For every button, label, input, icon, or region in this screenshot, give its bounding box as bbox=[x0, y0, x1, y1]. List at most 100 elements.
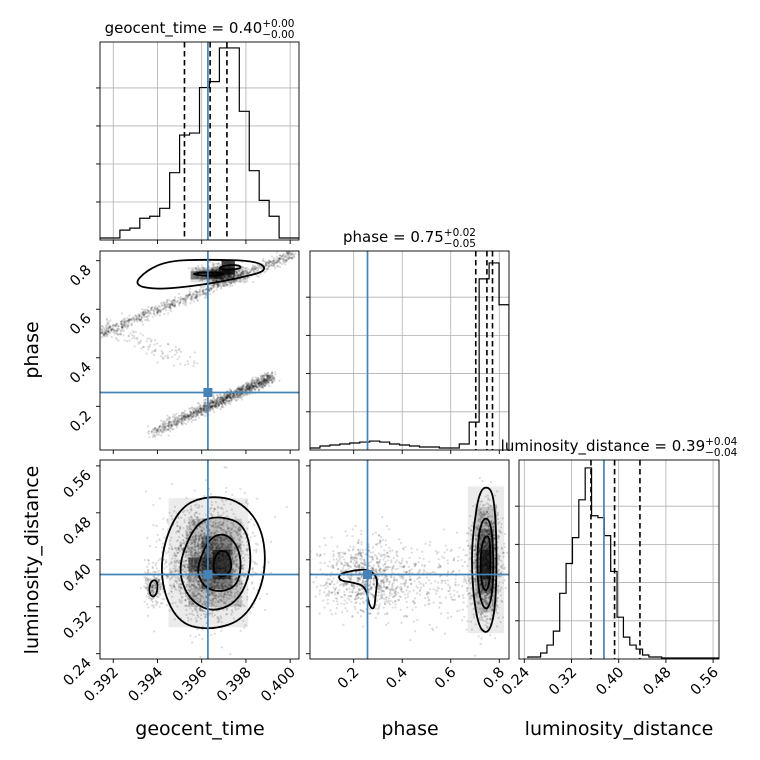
sample-point bbox=[252, 606, 255, 609]
sample-point bbox=[231, 284, 234, 287]
sample-point bbox=[200, 540, 203, 543]
sample-point bbox=[253, 381, 257, 384]
sample-point bbox=[121, 320, 124, 323]
sample-point bbox=[187, 578, 190, 582]
sample-point bbox=[151, 306, 154, 309]
sample-point bbox=[226, 396, 229, 399]
sample-point bbox=[200, 286, 203, 289]
sample-point bbox=[186, 588, 189, 591]
sample-point bbox=[124, 321, 128, 324]
sample-point bbox=[182, 420, 185, 423]
sample-point bbox=[234, 529, 237, 532]
sample-point bbox=[209, 545, 212, 548]
sample-point bbox=[176, 419, 180, 422]
sample-point bbox=[165, 565, 168, 568]
sample-point bbox=[218, 397, 222, 401]
sample-point bbox=[152, 503, 155, 507]
sample-point bbox=[238, 388, 241, 391]
sample-point bbox=[268, 376, 272, 380]
sample-point bbox=[227, 274, 230, 277]
sample-point bbox=[263, 379, 266, 382]
sample-point bbox=[183, 560, 186, 563]
sample-point bbox=[203, 564, 207, 567]
sample-point bbox=[238, 528, 241, 532]
sample-point bbox=[213, 265, 217, 268]
sample-point bbox=[172, 304, 175, 307]
sample-point bbox=[209, 289, 213, 292]
sample-point bbox=[103, 332, 106, 336]
sample-point bbox=[219, 269, 222, 272]
sample-point bbox=[133, 319, 136, 322]
sample-point bbox=[264, 384, 267, 387]
sample-point bbox=[161, 352, 164, 355]
sample-point bbox=[192, 538, 195, 542]
sample-point bbox=[199, 269, 202, 272]
sample-point bbox=[171, 304, 175, 307]
sample-point bbox=[177, 417, 180, 420]
sample-point bbox=[254, 389, 257, 392]
sample-point bbox=[138, 314, 141, 318]
sample-point bbox=[105, 332, 108, 335]
sample-point bbox=[178, 590, 182, 593]
sample-point bbox=[217, 401, 220, 404]
sample-point bbox=[163, 536, 166, 539]
sample-point bbox=[215, 406, 218, 409]
sample-point bbox=[182, 560, 185, 564]
sample-point bbox=[193, 411, 196, 414]
sample-point bbox=[223, 277, 226, 281]
sample-point bbox=[255, 384, 258, 387]
sample-point bbox=[200, 275, 203, 278]
sample-point bbox=[186, 412, 189, 416]
sample-point bbox=[257, 269, 260, 272]
sample-point bbox=[125, 320, 128, 323]
sample-point bbox=[267, 378, 270, 381]
sample-point bbox=[210, 287, 213, 290]
sample-point bbox=[279, 261, 282, 265]
sample-point bbox=[164, 306, 168, 309]
sample-point bbox=[210, 401, 214, 404]
sample-point bbox=[201, 267, 204, 270]
sample-point bbox=[194, 635, 197, 638]
sample-point bbox=[122, 329, 125, 333]
sample-point bbox=[146, 578, 149, 581]
sample-point bbox=[252, 379, 255, 382]
sample-point bbox=[176, 423, 179, 426]
sample-point bbox=[279, 254, 282, 257]
sample-point bbox=[189, 293, 192, 297]
sample-point bbox=[231, 558, 234, 561]
sample-point bbox=[213, 398, 216, 401]
sample-point bbox=[170, 303, 173, 306]
sample-point bbox=[155, 524, 158, 527]
sample-point bbox=[163, 301, 166, 304]
sample-point bbox=[173, 304, 176, 308]
sample-point bbox=[185, 416, 188, 419]
sample-point bbox=[266, 378, 269, 381]
sample-point bbox=[157, 310, 160, 313]
sample-point bbox=[106, 321, 109, 324]
sample-point bbox=[201, 567, 205, 570]
sample-point bbox=[236, 659, 238, 661]
sample-point bbox=[138, 318, 141, 322]
sample-point bbox=[213, 526, 216, 529]
sample-point bbox=[162, 421, 165, 424]
sample-point bbox=[142, 310, 145, 313]
sample-point bbox=[215, 277, 218, 280]
sample-point bbox=[196, 402, 200, 405]
sample-point bbox=[256, 269, 259, 273]
sample-point bbox=[222, 400, 225, 404]
sample-point bbox=[179, 298, 182, 301]
sample-point bbox=[225, 608, 228, 611]
sample-point bbox=[201, 279, 204, 282]
sample-point bbox=[184, 604, 187, 607]
sample-point bbox=[210, 560, 213, 564]
histogram-phase bbox=[310, 251, 509, 450]
sample-point bbox=[134, 330, 138, 333]
sample-point bbox=[203, 408, 206, 412]
sample-point bbox=[165, 298, 169, 301]
sample-point bbox=[174, 567, 177, 570]
sample-point bbox=[174, 418, 177, 421]
sample-point bbox=[222, 528, 225, 532]
sample-point bbox=[260, 378, 263, 382]
sample-point bbox=[243, 387, 246, 390]
sample-point bbox=[184, 295, 187, 298]
